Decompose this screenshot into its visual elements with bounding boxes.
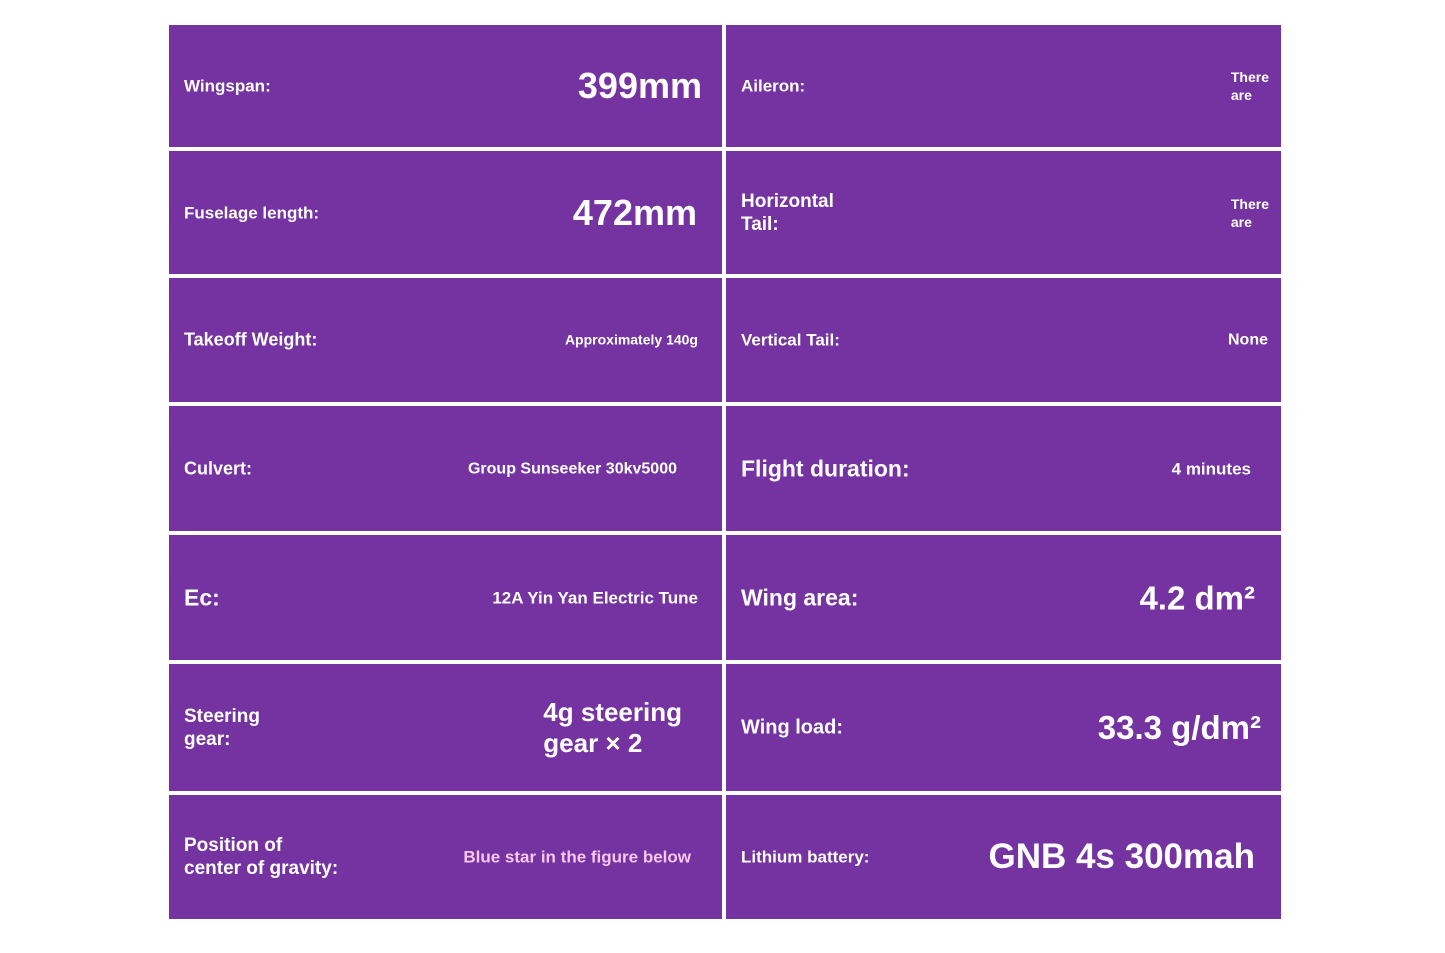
spec-value: 472mm	[572, 191, 697, 233]
spec-takeoff-weight: Takeoff Weight: Approximately 140g	[169, 278, 722, 402]
spec-value: GNB 4s 300mah	[988, 837, 1255, 876]
spec-value: Group Sunseeker 30kv5000	[467, 460, 677, 477]
spec-wingspan: Wingspan: 399mm	[169, 25, 722, 147]
spec-value: 4 minutes	[1171, 459, 1251, 478]
spec-label: Ec:	[184, 584, 220, 610]
spec-label: Fuselage length:	[184, 203, 320, 222]
spec-label: Aileron:	[741, 76, 806, 96]
spec-label: Wing area:	[741, 584, 859, 610]
spec-label: Steering gear:	[184, 705, 261, 750]
spec-horizontal-tail: Horizontal Tail: There are	[726, 151, 1281, 274]
spec-value: 4.2 dm²	[1139, 579, 1255, 616]
spec-lithium-battery: Lithium battery: GNB 4s 300mah	[726, 795, 1281, 919]
spec-ec: Ec: 12A Yin Yan Electric Tune	[169, 535, 722, 660]
spec-flight-duration: Flight duration: 4 minutes	[726, 406, 1281, 531]
spec-value: 4g steering gear × 2	[543, 696, 682, 758]
spec-table: Wingspan: 399mm Aileron: There are Fuselag…	[169, 25, 1281, 919]
spec-label: Culvert:	[184, 458, 253, 478]
spec-value: There are	[1230, 69, 1269, 103]
spec-wing-area: Wing area: 4.2 dm²	[726, 535, 1281, 660]
spec-value: Approximately 140g	[564, 331, 698, 348]
spec-label: Lithium battery:	[741, 847, 870, 867]
spec-label: Wingspan:	[184, 76, 271, 96]
spec-center-of-gravity: Position of center of gravity: Blue star …	[169, 795, 722, 919]
spec-value: Blue star in the figure below	[463, 847, 691, 867]
spec-value: None	[1228, 331, 1268, 349]
spec-label: Takeoff Weight:	[184, 329, 318, 350]
spec-value: 399mm	[577, 65, 702, 106]
spec-aileron: Aileron: There are	[726, 25, 1281, 147]
spec-label: Vertical Tail:	[741, 330, 840, 350]
spec-value: There are	[1230, 195, 1269, 230]
spec-culvert: Culvert: Group Sunseeker 30kv5000	[169, 406, 722, 531]
spec-value: 33.3 g/dm²	[1097, 708, 1261, 746]
spec-label: Flight duration:	[741, 455, 910, 481]
spec-vertical-tail: Vertical Tail: None	[726, 278, 1281, 402]
spec-steering-gear: Steering gear: 4g steering gear × 2	[169, 664, 722, 791]
spec-label: Position of center of gravity:	[184, 835, 339, 879]
spec-wing-load: Wing load: 33.3 g/dm²	[726, 664, 1281, 791]
spec-value: 12A Yin Yan Electric Tune	[492, 588, 698, 607]
spec-fuselage-length: Fuselage length: 472mm	[169, 151, 722, 274]
spec-label: Wing load:	[741, 716, 844, 738]
spec-label: Horizontal Tail:	[741, 190, 834, 235]
